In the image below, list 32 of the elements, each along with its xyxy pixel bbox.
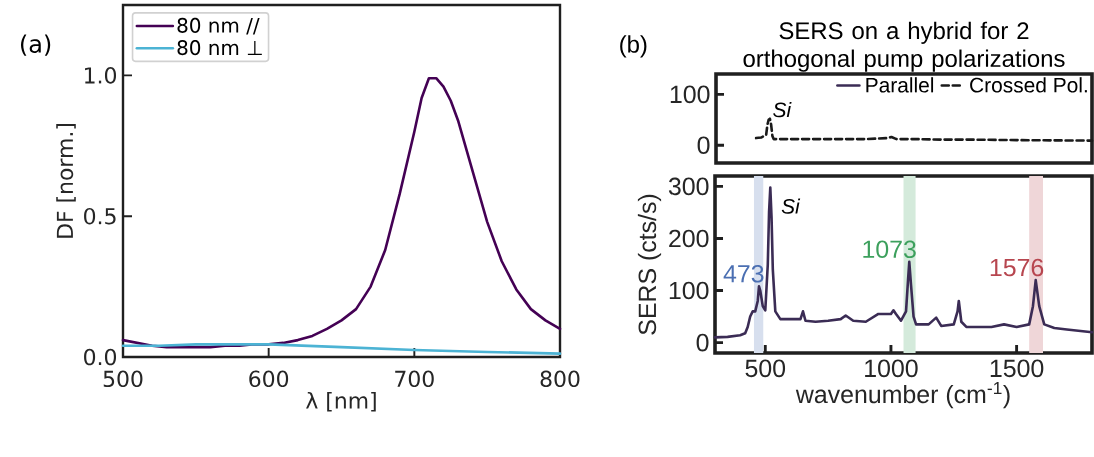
- y-tick-label: 0.0: [84, 348, 117, 366]
- legend-label: 80 nm //: [177, 17, 260, 35]
- annotation: Si: [781, 198, 801, 214]
- legend-label: 80 nm ⊥: [177, 40, 262, 56]
- band-label: 1576: [990, 258, 1044, 277]
- x-tick-label: 700: [395, 370, 434, 388]
- text: Parallel: [866, 77, 934, 93]
- x-tick-label: 800: [540, 370, 580, 388]
- text: (b): [620, 35, 647, 58]
- y-tick-label: 1.0: [85, 67, 117, 84]
- x-tick-label: 1500: [990, 359, 1044, 378]
- y-tick-label: 300: [668, 177, 709, 196]
- y-axis-title: DF [norm.]: [56, 123, 76, 238]
- annotation: Si: [773, 101, 792, 118]
- y-tick-label: 100: [669, 281, 709, 300]
- band-label: 1073: [863, 240, 916, 259]
- text: (a): [20, 34, 51, 56]
- x-axis-title: λ [nm]: [306, 391, 376, 412]
- band-label: 473: [723, 264, 764, 283]
- y-axis-title: SERS (cts/s): [637, 194, 662, 335]
- chart-title: SERS on a hybrid for 2 orthogonal pump polarizations: [743, 21, 1065, 72]
- x-tick-label: 600: [249, 370, 289, 388]
- y-tick-label: 0: [696, 333, 709, 352]
- x-tick-label: 500: [745, 359, 786, 378]
- x-axis-title: wavenumber (cm$^{-1}$): [795, 381, 1010, 409]
- y-tick-label: 200: [669, 229, 709, 248]
- legend-label: Crossed Pol.: [970, 77, 1087, 93]
- x-tick-label: 1000: [865, 359, 918, 378]
- y-tick-label: 0: [697, 136, 710, 155]
- x-tick-label: 500: [103, 370, 143, 388]
- y-tick-label: 0.5: [84, 207, 116, 225]
- y-tick-label: 100: [670, 85, 710, 104]
